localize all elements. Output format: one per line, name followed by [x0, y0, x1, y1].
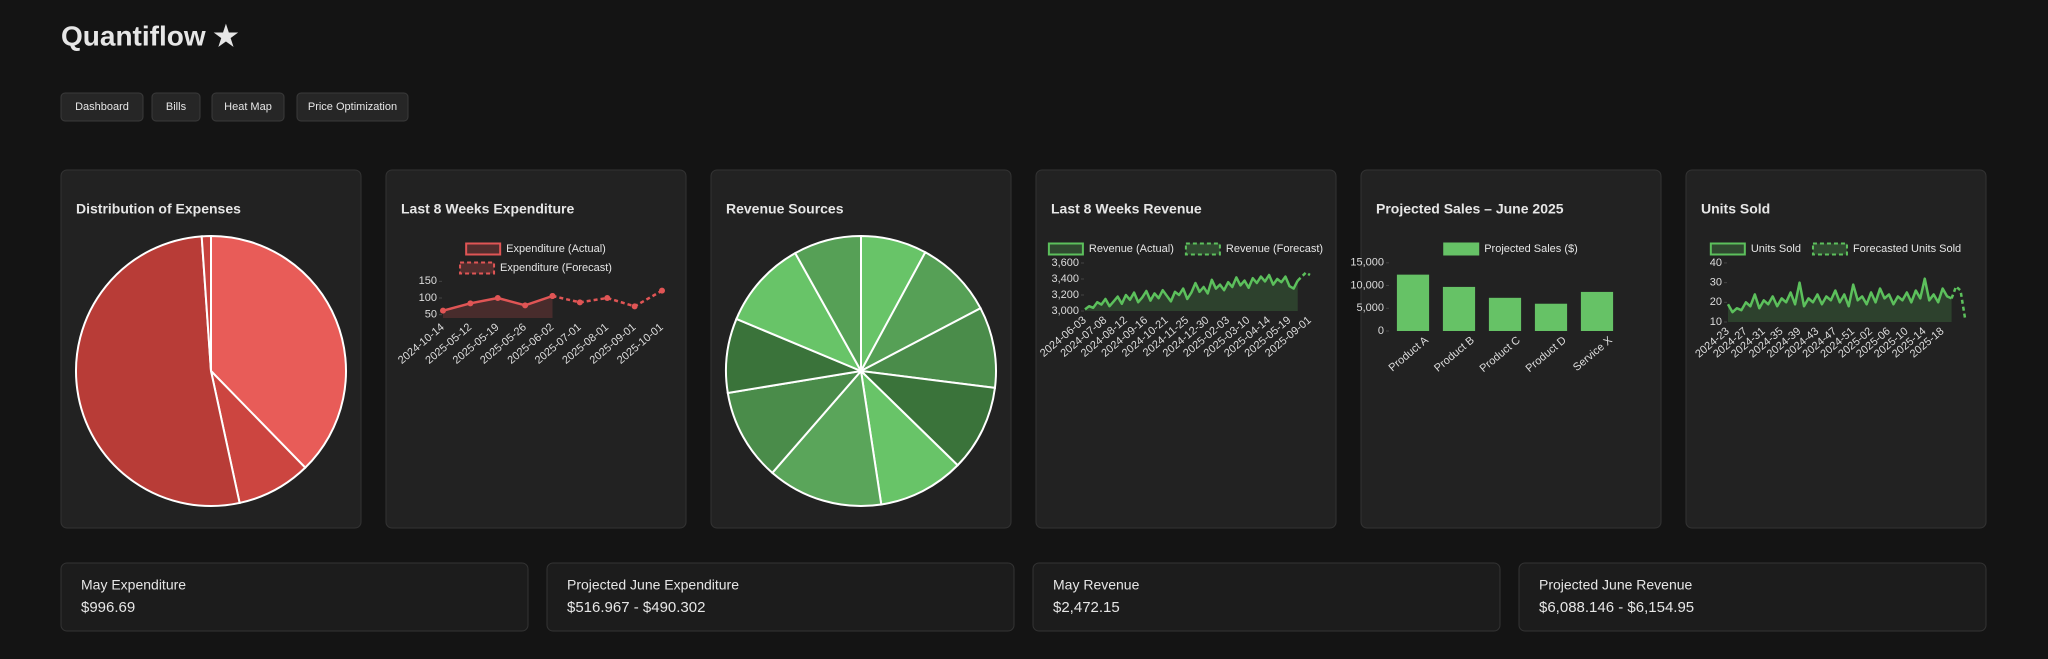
legend-label: Revenue (Forecast): [1226, 243, 1323, 255]
bar: [1534, 303, 1568, 331]
nav-label[interactable]: Bills: [166, 101, 187, 113]
line: [1726, 277, 1953, 314]
pie-slice: [210, 234, 347, 470]
line-marker: [604, 295, 611, 301]
y-tick-label: 0: [1378, 325, 1384, 337]
chart-title: Last 8 Weeks Expenditure: [401, 201, 574, 217]
pie-slice: [200, 234, 212, 372]
chart-title: Revenue Sources: [726, 201, 844, 217]
y-tick-label: 3,400: [1051, 273, 1079, 285]
pie-slice: [726, 369, 864, 475]
line: [552, 289, 663, 308]
y-tick-label: 150: [419, 275, 437, 287]
stat-card: [60, 562, 529, 632]
line-marker: [576, 299, 583, 306]
legend-swatch: [1811, 242, 1848, 256]
stat-card: [1518, 562, 1987, 632]
line-marker: [467, 300, 474, 307]
line-marker: [659, 287, 665, 294]
y-tick-label: 50: [425, 309, 437, 321]
legend-label: Revenue (Actual): [1089, 243, 1174, 255]
pie-slice: [793, 234, 862, 375]
chart-title: Projected Sales – June 2025: [1376, 201, 1564, 217]
chart-title: Units Sold: [1701, 201, 1770, 217]
pie-slice: [770, 368, 883, 507]
legend-swatch: [1184, 242, 1221, 256]
legend-swatch: [459, 261, 496, 275]
stat-label: Projected June Expenditure: [567, 577, 739, 593]
bar: [1488, 297, 1522, 331]
stat-value: $516.967 - $490.302: [567, 599, 705, 616]
line-area: [1728, 278, 1952, 322]
chart-card: [1360, 169, 1662, 529]
stat-value: $996.69: [81, 599, 135, 616]
stat-card: [1032, 562, 1501, 632]
bar: [1442, 286, 1476, 331]
chart-card: [385, 169, 687, 529]
nav-button[interactable]: [211, 92, 285, 122]
line-marker: [522, 302, 529, 309]
pie-slice: [75, 235, 241, 507]
legend-label: Projected Sales ($): [1484, 243, 1578, 255]
nav-button[interactable]: [60, 92, 144, 122]
nav-button[interactable]: [151, 92, 201, 122]
y-tick-label: 30: [1710, 277, 1722, 289]
bar: [1580, 291, 1614, 331]
legend-label: Expenditure (Actual): [506, 243, 606, 255]
stat-label: Projected June Revenue: [1539, 577, 1693, 593]
y-tick-label: 15,000: [1350, 257, 1384, 269]
stat-label: May Expenditure: [81, 577, 186, 593]
y-tick-label: 5,000: [1356, 302, 1384, 314]
legend-swatch: [1443, 242, 1480, 256]
y-tick-label: 3,200: [1051, 289, 1079, 301]
legend-label: Forecasted Units Sold: [1853, 243, 1961, 255]
y-tick-label: 3,000: [1051, 305, 1079, 317]
line-marker: [494, 295, 501, 301]
line-area: [443, 296, 553, 318]
chart-card: [1035, 169, 1337, 529]
app-title: Quantiflow ★: [61, 20, 239, 51]
chart-title: Distribution of Expenses: [76, 201, 241, 217]
nav-button[interactable]: [296, 92, 409, 122]
stat-value: $6,088.146 - $6,154.95: [1539, 599, 1694, 616]
legend-swatch: [465, 242, 502, 256]
stat-card: [546, 562, 1015, 632]
line: [1296, 271, 1311, 282]
stat-value: $2,472.15: [1053, 599, 1120, 616]
pie-slice: [859, 368, 960, 506]
legend-label: Expenditure (Forecast): [500, 262, 612, 274]
pie-slice: [857, 306, 997, 390]
legend-label: Units Sold: [1751, 243, 1801, 255]
line-marker: [549, 293, 556, 299]
y-tick-label: 3,600: [1051, 257, 1079, 269]
chart-title: Last 8 Weeks Revenue: [1051, 201, 1202, 217]
legend-swatch: [1047, 242, 1084, 256]
legend-swatch: [1709, 242, 1746, 256]
nav-label[interactable]: Dashboard: [75, 101, 129, 113]
pie-slice: [735, 251, 864, 374]
line: [1084, 273, 1299, 311]
chart-card: [1685, 169, 1987, 529]
y-tick-label: 100: [419, 292, 437, 304]
nav-label[interactable]: Price Optimization: [308, 101, 397, 113]
nav-label[interactable]: Heat Map: [224, 101, 272, 113]
line-marker: [631, 303, 638, 310]
line: [1950, 285, 1967, 319]
y-tick-label: 10: [1710, 316, 1722, 328]
y-tick-label: 20: [1710, 296, 1722, 308]
pie-slice: [858, 369, 997, 467]
pie-slice: [858, 250, 982, 374]
y-tick-label: 40: [1710, 257, 1722, 269]
stat-label: May Revenue: [1053, 577, 1140, 593]
y-tick-label: 10,000: [1350, 279, 1384, 291]
bar: [1396, 274, 1430, 331]
line-marker: [440, 307, 446, 314]
